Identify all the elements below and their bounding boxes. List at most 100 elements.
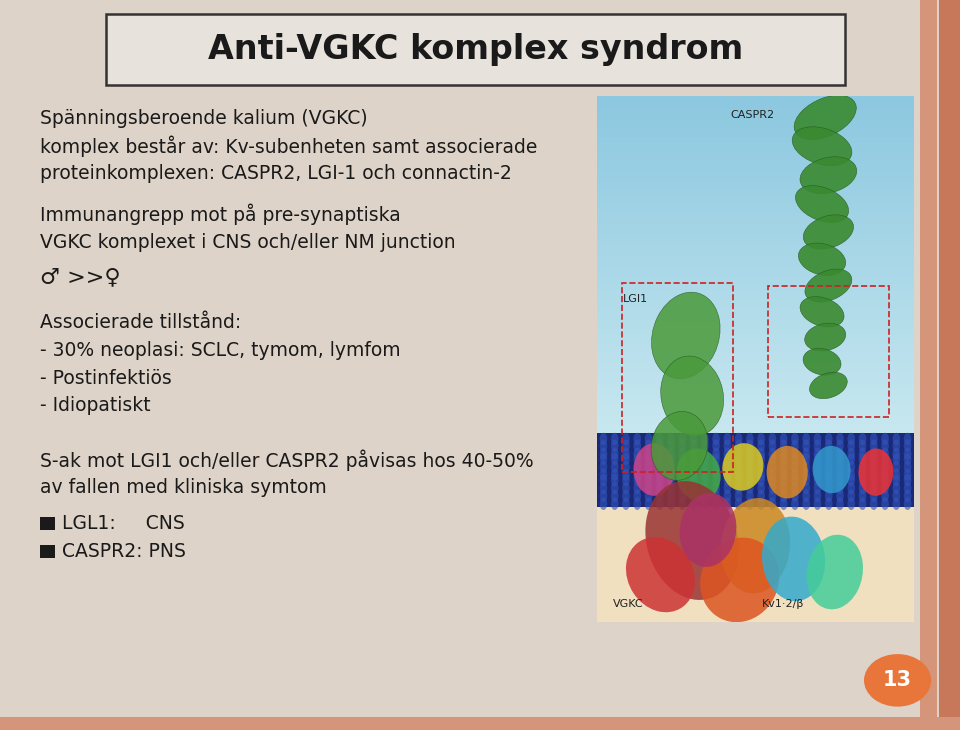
Circle shape <box>825 453 832 465</box>
Circle shape <box>656 433 663 445</box>
Circle shape <box>679 433 686 445</box>
Circle shape <box>611 439 618 452</box>
Circle shape <box>903 439 911 452</box>
Circle shape <box>611 447 618 460</box>
Circle shape <box>611 433 618 445</box>
Circle shape <box>791 469 799 481</box>
Circle shape <box>667 490 675 502</box>
Circle shape <box>814 469 821 481</box>
Circle shape <box>757 447 765 460</box>
Circle shape <box>870 490 877 502</box>
Text: ♂ >>♀: ♂ >>♀ <box>40 267 121 288</box>
Circle shape <box>712 461 720 473</box>
Circle shape <box>724 490 732 502</box>
Circle shape <box>634 469 641 481</box>
Circle shape <box>724 482 732 494</box>
Circle shape <box>611 482 618 494</box>
Circle shape <box>870 474 877 486</box>
Circle shape <box>690 469 697 481</box>
Circle shape <box>667 439 675 452</box>
Text: - Idiopatiskt: - Idiopatiskt <box>40 396 151 415</box>
Circle shape <box>734 447 742 460</box>
Circle shape <box>814 497 821 510</box>
Circle shape <box>679 482 686 494</box>
Ellipse shape <box>804 348 841 375</box>
Circle shape <box>769 497 777 510</box>
Circle shape <box>825 439 832 452</box>
Circle shape <box>645 490 652 502</box>
Circle shape <box>825 433 832 445</box>
Circle shape <box>746 453 754 465</box>
Circle shape <box>791 482 799 494</box>
Circle shape <box>757 439 765 452</box>
Circle shape <box>690 433 697 445</box>
Circle shape <box>656 474 663 486</box>
Circle shape <box>622 482 630 494</box>
Circle shape <box>622 447 630 460</box>
Circle shape <box>679 490 686 502</box>
Ellipse shape <box>804 269 852 302</box>
Circle shape <box>734 469 742 481</box>
Ellipse shape <box>721 498 790 593</box>
Circle shape <box>701 490 708 502</box>
Circle shape <box>622 474 630 486</box>
Text: LGI1: LGI1 <box>622 293 648 304</box>
Circle shape <box>690 461 697 473</box>
Circle shape <box>881 469 889 481</box>
Bar <box>40 517 55 530</box>
Circle shape <box>848 469 855 481</box>
Circle shape <box>814 453 821 465</box>
Circle shape <box>757 482 765 494</box>
Ellipse shape <box>799 243 846 275</box>
Circle shape <box>622 439 630 452</box>
Circle shape <box>701 439 708 452</box>
Circle shape <box>701 482 708 494</box>
Circle shape <box>734 439 742 452</box>
Circle shape <box>667 474 675 486</box>
Circle shape <box>679 461 686 473</box>
Circle shape <box>791 433 799 445</box>
Text: VGKC komplexet i CNS och/eller NM junction: VGKC komplexet i CNS och/eller NM juncti… <box>40 233 456 252</box>
Circle shape <box>848 474 855 486</box>
Circle shape <box>881 439 889 452</box>
Ellipse shape <box>626 537 695 612</box>
Circle shape <box>859 474 866 486</box>
Circle shape <box>656 482 663 494</box>
Circle shape <box>724 433 732 445</box>
Circle shape <box>701 461 708 473</box>
Circle shape <box>611 469 618 481</box>
Circle shape <box>622 433 630 445</box>
Circle shape <box>791 461 799 473</box>
Circle shape <box>645 497 652 510</box>
Circle shape <box>757 497 765 510</box>
Ellipse shape <box>796 185 849 223</box>
Circle shape <box>701 453 708 465</box>
Circle shape <box>893 453 900 465</box>
Circle shape <box>803 439 810 452</box>
Circle shape <box>825 497 832 510</box>
Circle shape <box>611 453 618 465</box>
Circle shape <box>803 474 810 486</box>
Circle shape <box>803 497 810 510</box>
Text: Kv1·2/β: Kv1·2/β <box>762 599 804 609</box>
Circle shape <box>881 447 889 460</box>
Circle shape <box>859 490 866 502</box>
Ellipse shape <box>809 372 848 399</box>
Circle shape <box>701 469 708 481</box>
Circle shape <box>836 461 844 473</box>
Circle shape <box>825 482 832 494</box>
Circle shape <box>746 447 754 460</box>
Circle shape <box>814 461 821 473</box>
Circle shape <box>712 497 720 510</box>
Circle shape <box>690 482 697 494</box>
Circle shape <box>836 497 844 510</box>
Circle shape <box>780 497 787 510</box>
Circle shape <box>645 447 652 460</box>
Circle shape <box>600 433 608 445</box>
Circle shape <box>724 497 732 510</box>
Circle shape <box>634 447 641 460</box>
Text: LGL1:     CNS: LGL1: CNS <box>62 514 185 533</box>
Circle shape <box>645 461 652 473</box>
Circle shape <box>645 433 652 445</box>
Circle shape <box>791 447 799 460</box>
